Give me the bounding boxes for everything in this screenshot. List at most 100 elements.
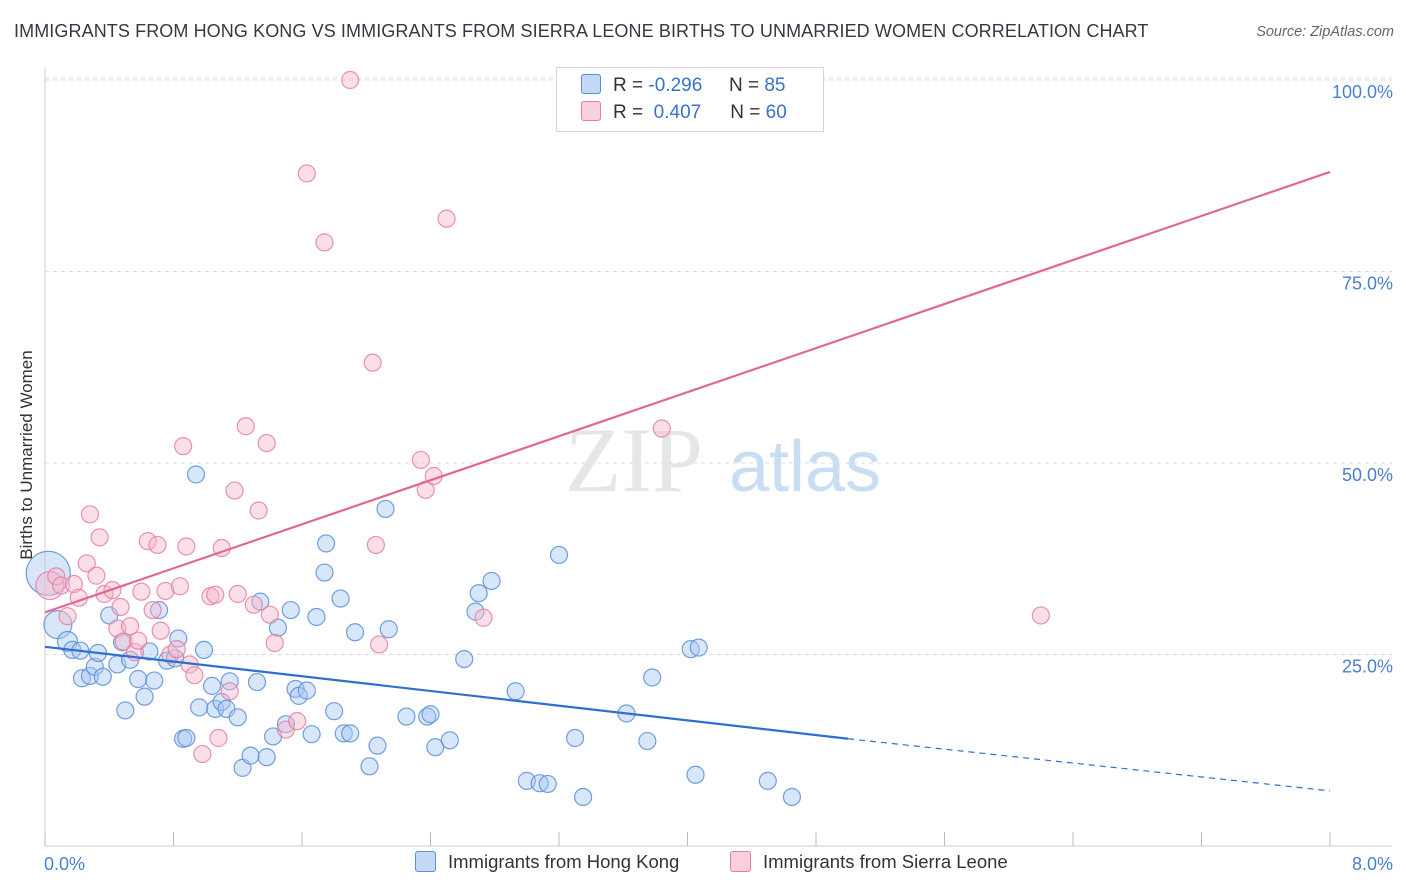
bottom-legend-swatch-sierra-leone — [730, 850, 751, 872]
hong-kong-point — [345, 623, 365, 642]
sierra-leone-trend-line — [44, 170, 1331, 614]
r-value: 0.407 — [653, 102, 702, 123]
legend-row-hong-kong: R = -0.296 N = 85 — [581, 73, 785, 99]
y-tick-label: 75.0% — [1342, 274, 1393, 294]
n-label: N = — [730, 102, 761, 123]
hong-kong-point — [140, 642, 159, 661]
sierra-leone-point — [132, 582, 151, 601]
hong-kong-point — [112, 633, 132, 652]
axes — [44, 68, 1392, 847]
sierra-leone-point — [244, 595, 263, 614]
hong-kong-point — [93, 667, 112, 686]
sierra-leone-point — [121, 617, 140, 636]
sierra-leone-point — [185, 666, 204, 685]
hong-kong-point — [135, 687, 154, 706]
sierra-leone-point — [138, 532, 157, 551]
sierra-leone-point — [225, 481, 244, 500]
hong-kong-point — [220, 672, 239, 691]
bottom-legend-sierra-leone: Immigrants from Sierra Leone — [730, 850, 1008, 874]
sierra-leone-point — [288, 712, 307, 731]
hong-kong-point — [418, 707, 437, 726]
sierra-leone-point — [249, 501, 268, 520]
sierra-leone-point — [151, 621, 170, 640]
bottom-legend-label: Immigrants from Hong Kong — [448, 851, 680, 872]
hong-kong-point — [573, 787, 593, 807]
hong-kong-point — [638, 731, 657, 751]
hong-kong-point — [177, 728, 196, 748]
hong-kong-point — [316, 534, 336, 553]
sierra-leone-point — [129, 631, 148, 650]
bottom-legend-label: Immigrants from Sierra Leone — [763, 851, 1008, 872]
sierra-leone-point — [236, 417, 255, 436]
hong-kong-point — [689, 638, 708, 657]
sierra-leone-point — [437, 209, 456, 228]
legend-swatch-sierra-leone — [581, 100, 601, 121]
tick-labels: 25.0% 50.0% 75.0% 100.0% 0.0% 8.0% — [44, 82, 1393, 874]
sierra-leone-point — [47, 567, 66, 586]
sierra-leone-point — [177, 537, 196, 556]
hong-kong-point — [549, 545, 569, 565]
hong-kong-point — [281, 600, 300, 620]
hong-kong-point — [315, 563, 334, 582]
sierra-leone-point — [87, 566, 106, 585]
hong-kong-point — [149, 600, 169, 620]
sierra-leone-point — [370, 635, 389, 654]
sierra-leone-point — [315, 233, 334, 252]
sierra-leone-point — [193, 744, 212, 764]
hong-kong-point — [80, 666, 100, 686]
hong-kong-point — [297, 681, 316, 700]
hong-kong-point — [368, 736, 387, 755]
hong-kong-point — [360, 757, 379, 776]
gridlines — [45, 77, 1392, 655]
sierra-leone-point — [77, 554, 96, 573]
sierra-leone-point — [170, 577, 190, 596]
hong-kong-point — [758, 771, 777, 790]
trend-lines — [44, 170, 1331, 792]
watermark-zip: ZIP — [565, 409, 703, 511]
sierra-leone-point — [260, 605, 279, 624]
sierra-leone-point — [220, 682, 239, 701]
hong-kong-point — [782, 787, 802, 807]
sierra-leone-point — [111, 597, 130, 617]
sierra-leone-point — [411, 450, 430, 470]
legend-row-sierra-leone: R = 0.407 N = 60 — [581, 100, 787, 126]
hong-kong-point — [116, 701, 135, 720]
hong-kong-point — [302, 725, 321, 744]
hong-kong-point — [426, 738, 445, 757]
hong-kong-point — [145, 671, 164, 690]
hong-kong-point — [194, 640, 214, 660]
hong-kong-point — [341, 724, 360, 743]
sierra-leone-point — [90, 528, 109, 547]
sierra-leone-point — [363, 353, 382, 372]
r-label: R = — [613, 102, 644, 123]
hong-kong-point — [202, 676, 222, 696]
r-label: R = — [613, 75, 644, 96]
hong-kong-point — [506, 682, 525, 701]
sierra-leone-point — [80, 505, 100, 524]
legend-swatch-hong-kong — [581, 73, 601, 94]
sierra-leone-point — [1031, 606, 1050, 625]
hong-kong-point — [379, 620, 398, 639]
hong-kong-point — [421, 705, 440, 724]
correlation-legend: R = -0.296 N = 85 R = 0.407 N = 60 — [556, 67, 824, 132]
sierra-leone-point — [64, 574, 84, 594]
hong-kong-point — [397, 707, 416, 726]
y-tick-label: 25.0% — [1342, 657, 1393, 677]
y-tick-label: 50.0% — [1342, 465, 1393, 485]
sierra-leone-point — [652, 419, 671, 438]
sierra-leone-point — [341, 70, 360, 90]
sierra-leone-point — [257, 433, 276, 453]
hong-kong-point — [376, 499, 395, 519]
sierra-leone-point — [209, 728, 228, 748]
hong-kong-point — [241, 746, 260, 765]
y-tick-label: 100.0% — [1332, 82, 1393, 102]
hong-kong-trend-line — [44, 645, 849, 740]
hong-kong-point — [482, 571, 501, 591]
hong-kong-point — [334, 724, 353, 743]
hong-kong-point — [538, 774, 557, 794]
bottom-legend-swatch-hong-kong — [415, 850, 436, 872]
sierra-leone-points — [35, 70, 1050, 764]
hong-kong-point — [186, 465, 206, 484]
x-tick-label: 8.0% — [1352, 854, 1393, 874]
x-tick-label: 0.0% — [44, 854, 85, 874]
